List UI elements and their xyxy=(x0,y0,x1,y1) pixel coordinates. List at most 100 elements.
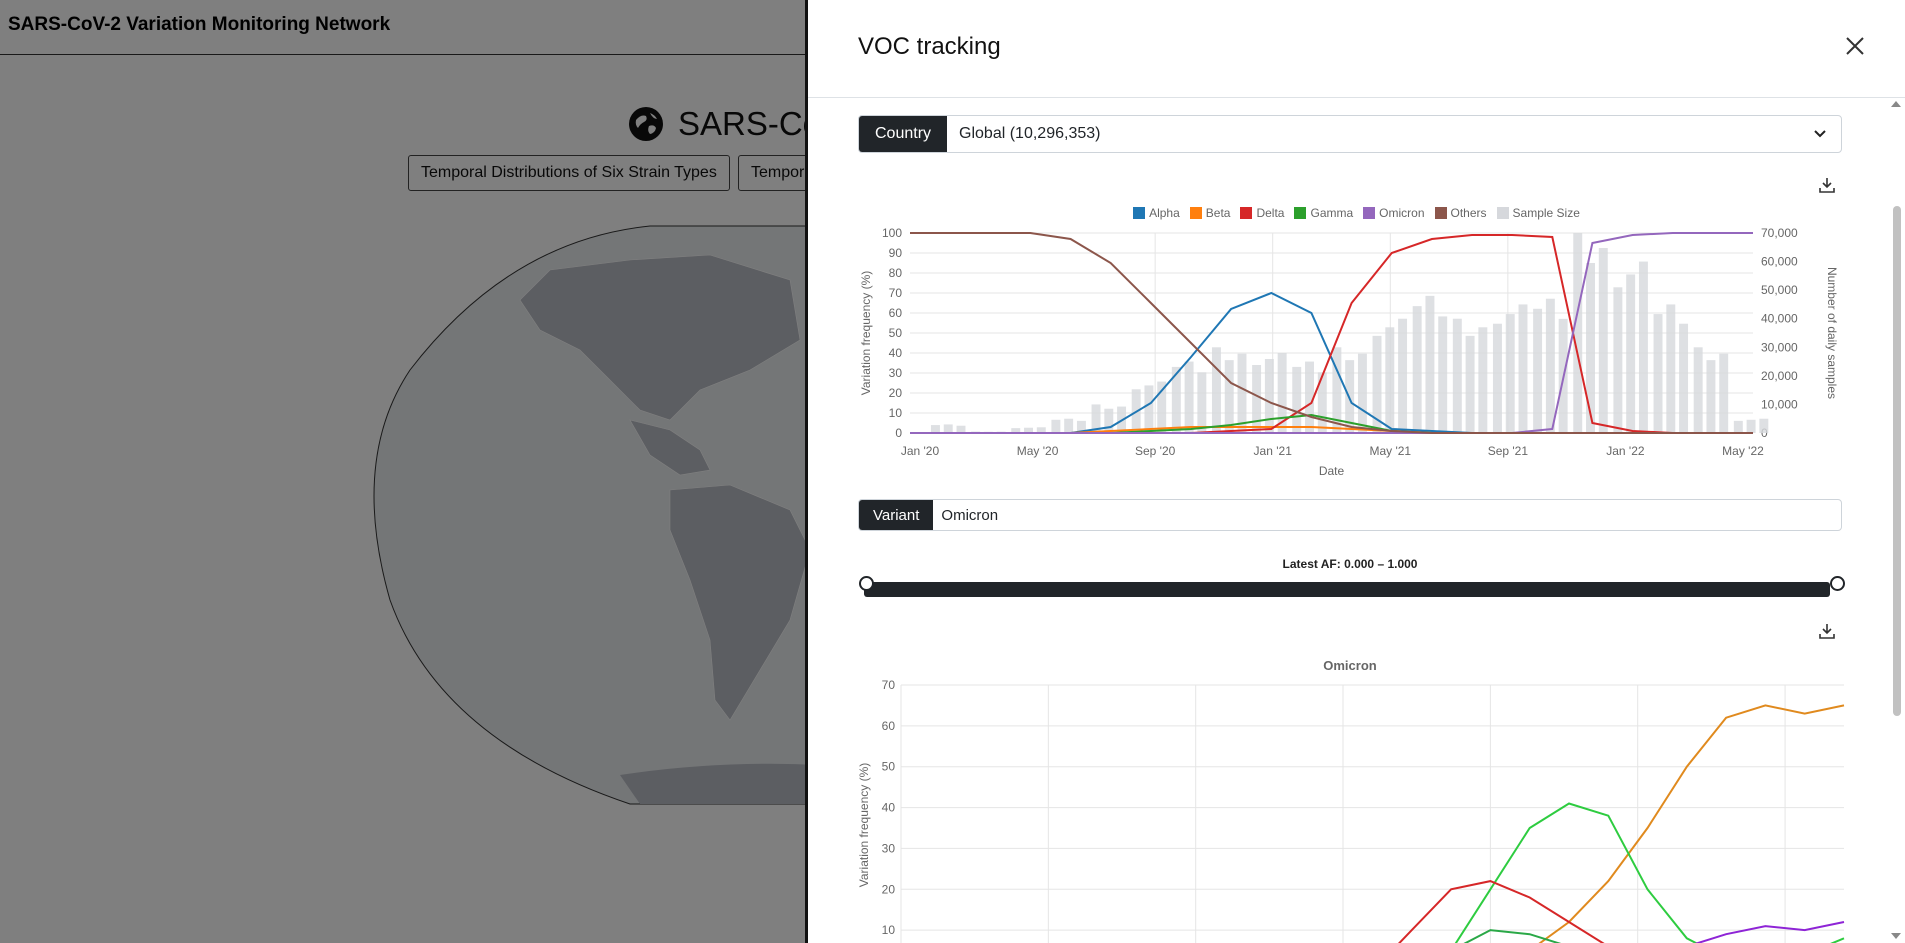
y-tick-label: 90 xyxy=(889,246,903,260)
x-tick-label: Sep '20 xyxy=(1135,444,1176,458)
country-select[interactable]: Global (10,296,353) xyxy=(947,116,1841,152)
country-label: Country xyxy=(859,116,948,152)
chevron-down-icon xyxy=(1814,130,1826,138)
y-tick-label: 20 xyxy=(882,882,896,896)
y-tick-label: 80 xyxy=(889,266,903,280)
sample-size-bar xyxy=(1452,318,1462,433)
chart-legend: Alpha Beta Delta Gamma Omicron Others Sample S… xyxy=(808,206,1905,220)
voc-tracking-panel: VOC tracking Country Global (10,296,353)… xyxy=(805,0,1905,943)
af-range-min-handle[interactable] xyxy=(859,576,874,591)
voc-frequency-chart[interactable]: 0102030405060708090100010,00020,00030,00… xyxy=(808,220,1905,480)
mutation-line xyxy=(1538,704,1845,943)
scrollbar-thumb[interactable] xyxy=(1893,206,1901,716)
sample-size-bar xyxy=(1613,287,1623,433)
sample-size-bar xyxy=(1064,418,1074,433)
sample-size-bar xyxy=(1076,420,1086,433)
sample-size-bar xyxy=(1412,306,1422,433)
sample-size-bar xyxy=(956,425,966,433)
legend-item-omicron[interactable]: Omicron xyxy=(1363,206,1425,220)
omicron-mutation-chart[interactable]: 10 20 30 40 50 60 70 Variation frequency (%) xyxy=(808,675,1888,943)
scroll-up-arrow[interactable] xyxy=(1891,101,1901,107)
legend-label: Alpha xyxy=(1149,206,1180,220)
sample-size-bar xyxy=(1492,323,1502,433)
sample-size-bar xyxy=(1036,427,1046,433)
y2-tick-label: 60,000 xyxy=(1761,255,1798,269)
legend-label: Beta xyxy=(1205,206,1231,220)
af-range-slider[interactable] xyxy=(864,582,1830,597)
sample-size-bar xyxy=(1051,419,1061,433)
sample-size-bar xyxy=(1653,314,1663,433)
sample-size-bar xyxy=(1372,335,1382,433)
variant-input[interactable]: Omicron xyxy=(941,506,999,524)
y-tick-label: 20 xyxy=(889,386,903,400)
sample-size-bar xyxy=(1586,263,1595,433)
legend-item-others[interactable]: Others xyxy=(1434,206,1487,220)
legend-label: Sample Size xyxy=(1512,206,1580,220)
sample-size-bar xyxy=(1425,295,1435,433)
legend-item-delta[interactable]: Delta xyxy=(1240,206,1284,220)
sample-size-bar xyxy=(1398,318,1408,433)
y-axis-label: Variation frequency (%) xyxy=(859,271,873,396)
legend-label: Delta xyxy=(1256,206,1285,220)
sample-size-bar xyxy=(1706,360,1716,433)
close-icon[interactable] xyxy=(1843,34,1867,58)
legend-swatch xyxy=(1240,207,1253,219)
mutation-line xyxy=(1398,880,1605,943)
country-select-group: Country Global (10,296,353) xyxy=(858,115,1842,153)
legend-swatch xyxy=(1133,207,1146,219)
legend-swatch xyxy=(1434,207,1447,219)
y2-tick-label: 30,000 xyxy=(1761,340,1798,354)
sample-size-bar xyxy=(1252,365,1262,433)
sample-size-bar xyxy=(1157,381,1167,433)
y-axis-label: Variation frequency (%) xyxy=(857,763,871,888)
y-tick-label: 40 xyxy=(889,346,903,360)
mutation-line xyxy=(1454,802,1845,943)
sample-size-bar xyxy=(1533,308,1543,433)
sample-size-bar xyxy=(1277,353,1287,433)
sample-size-bar xyxy=(1184,361,1194,433)
y-tick-label: 10 xyxy=(889,406,903,420)
legend-swatch xyxy=(1363,207,1376,219)
legend-label: Omicron xyxy=(1379,206,1425,220)
series-line-others xyxy=(910,232,1753,434)
sample-size-bar xyxy=(1197,372,1207,433)
y2-tick-label: 50,000 xyxy=(1761,283,1798,297)
scrollbar[interactable] xyxy=(1891,101,1903,939)
sample-size-bar xyxy=(1317,372,1327,433)
legend-item-sample-size[interactable]: Sample Size xyxy=(1496,206,1580,220)
sample-size-bar xyxy=(1638,261,1648,433)
legend-item-beta[interactable]: Beta xyxy=(1189,206,1231,220)
y-tick-label: 30 xyxy=(889,366,903,380)
y-tick-label: 100 xyxy=(882,226,902,240)
sample-size-bar xyxy=(1505,314,1515,433)
sample-size-bar xyxy=(1679,323,1689,433)
y-tick-label: 50 xyxy=(889,326,903,340)
sample-size-bar xyxy=(1573,233,1583,433)
sample-size-bar xyxy=(1438,316,1448,433)
y2-tick-label: 40,000 xyxy=(1761,312,1798,326)
legend-swatch xyxy=(1189,207,1202,219)
legend-item-alpha[interactable]: Alpha xyxy=(1133,206,1180,220)
legend-item-gamma[interactable]: Gamma xyxy=(1294,206,1353,220)
sample-size-bar xyxy=(1211,347,1221,433)
scroll-down-arrow[interactable] xyxy=(1891,933,1901,939)
sample-size-bar xyxy=(1385,327,1395,433)
sample-size-bar xyxy=(1465,335,1475,433)
mutation-line xyxy=(1694,921,1845,943)
x-tick-label: May '20 xyxy=(1017,444,1059,458)
sample-size-bar xyxy=(1224,360,1234,433)
x-axis-label: Date xyxy=(1319,464,1345,478)
omicron-chart-title: Omicron xyxy=(1323,658,1377,673)
y2-tick-label: 70,000 xyxy=(1761,226,1798,240)
sample-size-bar xyxy=(943,424,953,433)
y-tick-label: 60 xyxy=(882,719,896,733)
sample-size-bar xyxy=(1626,274,1636,433)
sample-size-bar xyxy=(1357,353,1367,433)
download-icon[interactable] xyxy=(1818,176,1836,194)
series-line-omicron xyxy=(910,232,1753,434)
y2-tick-label: 10,000 xyxy=(1761,397,1798,411)
sample-size-bar xyxy=(1746,419,1756,433)
af-range-max-handle[interactable] xyxy=(1830,576,1845,591)
download-icon-2[interactable] xyxy=(1818,622,1836,640)
sample-size-bar xyxy=(1518,304,1528,433)
